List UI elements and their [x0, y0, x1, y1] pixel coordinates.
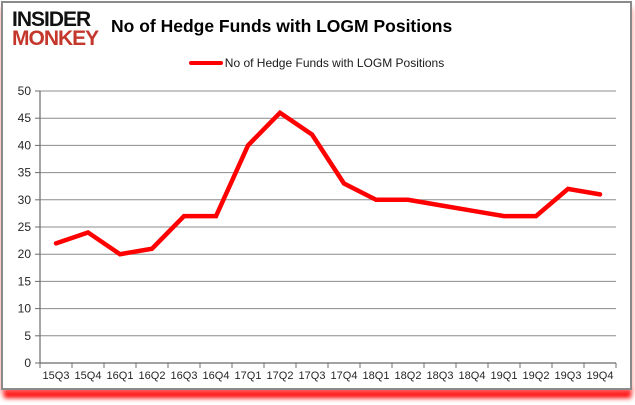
- x-axis-label: 18Q4: [459, 370, 486, 382]
- y-axis-label: 5: [24, 329, 31, 343]
- x-axis-label: 19Q4: [587, 370, 614, 382]
- x-axis-label: 17Q1: [235, 370, 262, 382]
- x-axis-label: 16Q3: [171, 370, 198, 382]
- x-axis-label: 16Q4: [203, 370, 230, 382]
- y-axis-label: 20: [18, 247, 32, 261]
- y-axis-label: 45: [18, 111, 32, 125]
- insider-monkey-logo: INSIDER MONKEY: [12, 8, 99, 50]
- page-title: No of Hedge Funds with LOGM Positions: [111, 16, 453, 36]
- y-axis-label: 25: [18, 220, 32, 234]
- x-axis-label: 17Q2: [267, 370, 294, 382]
- x-axis-label: 17Q4: [331, 370, 358, 382]
- x-axis-label: 17Q3: [299, 370, 326, 382]
- series-line: [53, 109, 603, 257]
- legend-label: No of Hedge Funds with LOGM Positions: [224, 56, 445, 70]
- x-axis-label: 19Q3: [555, 370, 582, 382]
- x-axis-label: 18Q1: [363, 370, 390, 382]
- y-axis-label: 0: [24, 356, 31, 370]
- logo-text-insider: INSIDER: [12, 8, 91, 31]
- y-axis-label: 30: [18, 193, 32, 207]
- chart-svg: 0 5 10 15 20 25 30 35 40 45 50 15Q3 15Q4 16Q1 16Q2 16Q3…: [18, 84, 617, 382]
- y-axis-label: 10: [18, 302, 32, 316]
- legend-line-icon: [188, 61, 223, 65]
- x-axis-label: 19Q1: [491, 370, 518, 382]
- y-axis-label: 50: [18, 84, 32, 98]
- x-axis-label: 15Q3: [43, 370, 70, 382]
- x-axis-label: 16Q1: [107, 370, 134, 382]
- logo-text-monkey: MONKEY: [12, 27, 99, 50]
- y-axis-label: 40: [18, 138, 32, 152]
- x-axis-label: 15Q4: [75, 370, 102, 382]
- x-axis-label: 16Q2: [139, 370, 166, 382]
- y-axis-label: 15: [18, 274, 32, 288]
- x-axis-label: 18Q2: [395, 370, 422, 382]
- y-axis-label: 35: [18, 166, 32, 180]
- red-glow-border: [4, 389, 631, 398]
- chart-panel: INSIDER MONKEY No of Hedge Funds with LO…: [1, 1, 632, 390]
- chart-legend: No of Hedge Funds with LOGM Positions: [3, 55, 630, 71]
- x-axis-label: 18Q3: [427, 370, 454, 382]
- x-axis-label: 19Q2: [523, 370, 550, 382]
